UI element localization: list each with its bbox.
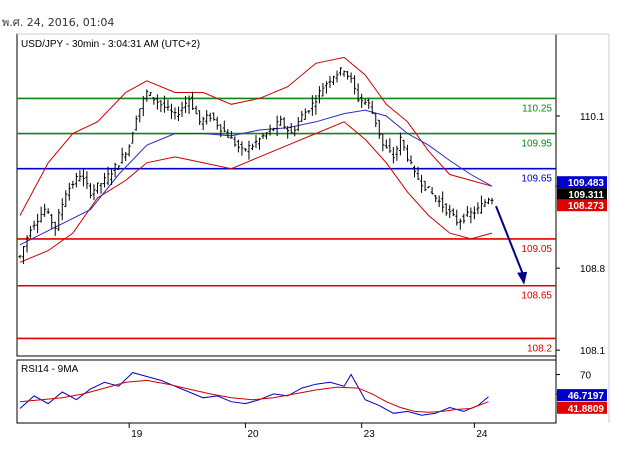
x-tick-label: 19 bbox=[131, 429, 143, 440]
rsi-value-tag-box bbox=[557, 401, 607, 414]
price-tag-label: 108.273 bbox=[568, 201, 605, 212]
bollinger-upper-line bbox=[19, 56, 493, 216]
level-label: 110.25 bbox=[522, 103, 552, 114]
forecast-arrow-shaft bbox=[495, 205, 525, 276]
rsi-value-tag-label: 41.8809 bbox=[568, 404, 605, 415]
y-tick-label: 110.1 bbox=[580, 112, 605, 123]
timestamp: พ.ศ. 24, 2016, 01:04 bbox=[2, 16, 115, 29]
main-chart-title: USD/JPY - 30min - 3:04:31 AM (UTC+2) bbox=[21, 39, 200, 50]
rsi-line bbox=[19, 372, 489, 416]
rsi-y-tick-label: 70 bbox=[580, 371, 592, 382]
y-tick-label: 108.1 bbox=[580, 346, 605, 357]
rsi-ma-line bbox=[19, 379, 489, 413]
x-tick-label: 20 bbox=[247, 429, 259, 440]
rsi-chart-title: RSI14 - 9MA bbox=[21, 364, 79, 375]
y-tick-label: 108.8 bbox=[580, 264, 605, 275]
rsi-panel bbox=[16, 359, 557, 424]
price-tag-box bbox=[557, 199, 607, 212]
rsi-value-tag-box bbox=[557, 389, 607, 402]
forecast-arrow-head bbox=[517, 271, 528, 285]
stamp-bar: พ.ศ. 24, 2016, 01:04 bbox=[0, 0, 627, 29]
x-tick-label: 23 bbox=[364, 429, 376, 440]
price-tag-label: 109.483 bbox=[568, 178, 605, 189]
price-tag-box bbox=[557, 188, 607, 201]
level-label: 109.95 bbox=[521, 139, 552, 150]
price-tag-label: 109.311 bbox=[568, 190, 604, 201]
x-tick-label: 24 bbox=[476, 429, 488, 440]
level-label: 108.65 bbox=[521, 291, 552, 302]
level-label: 109.65 bbox=[521, 174, 552, 185]
level-label: 108.2 bbox=[527, 343, 552, 354]
rsi-value-tag-label: 46.7197 bbox=[568, 391, 605, 402]
main-panel bbox=[16, 33, 557, 357]
level-label: 109.05 bbox=[521, 244, 552, 255]
price-tag-box bbox=[557, 176, 607, 189]
